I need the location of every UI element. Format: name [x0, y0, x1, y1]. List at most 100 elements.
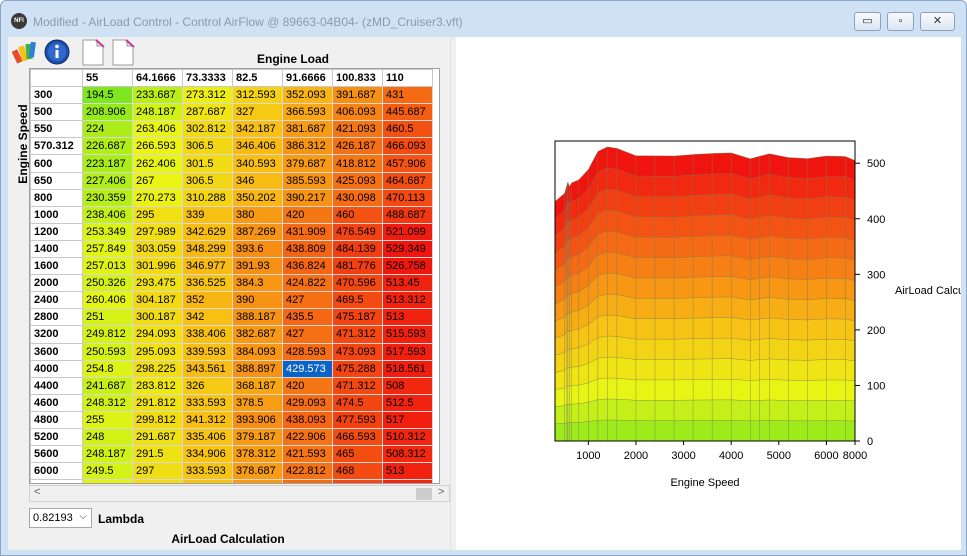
table-cell[interactable]: 306.5: [182, 137, 233, 156]
table-cell[interactable]: 301.996: [132, 257, 183, 276]
table-cell[interactable]: 336.525: [182, 274, 233, 293]
table-cell[interactable]: 249.5: [82, 462, 133, 481]
table-cell[interactable]: 473.093: [332, 342, 383, 361]
table-cell[interactable]: 273.312: [182, 86, 233, 105]
close-button[interactable]: ✕: [920, 12, 955, 31]
table-cell[interactable]: 460: [332, 205, 383, 224]
table-cell[interactable]: 382.687: [232, 325, 283, 344]
table-cell[interactable]: 302.812: [182, 120, 233, 139]
table-cell[interactable]: 472.093: [332, 479, 383, 483]
table-cell[interactable]: 251: [82, 308, 133, 327]
table-cell[interactable]: 513: [382, 308, 433, 327]
page-icon[interactable]: [79, 38, 107, 66]
table-cell[interactable]: 421.593: [282, 445, 333, 464]
table-cell[interactable]: 380: [232, 479, 283, 483]
table-cell[interactable]: 391.687: [332, 86, 383, 105]
table-cell[interactable]: 293.475: [132, 274, 183, 293]
table-cell[interactable]: 327: [232, 103, 283, 122]
table-cell[interactable]: 310.288: [182, 188, 233, 207]
table-cell[interactable]: 333.593: [182, 462, 233, 481]
scroll-left-arrow[interactable]: <: [34, 486, 41, 498]
table-cell[interactable]: 484.139: [332, 239, 383, 259]
table-cell[interactable]: 227.406: [82, 171, 133, 190]
table-cell[interactable]: 526.758: [382, 257, 433, 276]
table-cell[interactable]: 388.897: [232, 359, 283, 378]
table-cell[interactable]: 350.202: [232, 188, 283, 207]
table-cell[interactable]: 248.187: [82, 445, 133, 464]
table-cell[interactable]: 291.687: [132, 427, 183, 447]
table-cell[interactable]: 475.288: [332, 359, 383, 378]
table-cell[interactable]: 326: [182, 376, 233, 395]
table-cell[interactable]: 266.593: [132, 137, 183, 156]
table-cell[interactable]: 297.989: [132, 222, 183, 241]
table-cell[interactable]: 352.093: [282, 86, 333, 105]
table-cell[interactable]: 291.5: [132, 445, 183, 464]
table-cell[interactable]: 348.299: [182, 239, 233, 259]
table-cell[interactable]: 460.5: [382, 120, 433, 139]
table-cell[interactable]: 338.406: [182, 325, 233, 344]
table-cell[interactable]: 335.406: [182, 427, 233, 447]
table-cell[interactable]: 366.593: [282, 103, 333, 122]
table-cell[interactable]: 464.687: [382, 171, 433, 190]
table-cell[interactable]: 346.406: [232, 137, 283, 156]
table-cell[interactable]: 312.593: [232, 86, 283, 105]
table-cell[interactable]: 248.312: [82, 393, 133, 412]
scroll-right-arrow[interactable]: >: [438, 486, 445, 498]
table-cell[interactable]: 465: [332, 445, 383, 464]
table-cell[interactable]: 380: [232, 205, 283, 224]
table-cell[interactable]: 387.269: [232, 222, 283, 241]
table-cell[interactable]: 424.822: [282, 274, 333, 293]
title-bar[interactable]: NFI Modified - AirLoad Control - Control…: [1, 1, 967, 37]
table-cell[interactable]: 426.187: [332, 137, 383, 156]
table-cell[interactable]: 334.906: [182, 445, 233, 464]
table-cell[interactable]: 390.217: [282, 188, 333, 207]
table-cell[interactable]: 287.687: [182, 103, 233, 122]
table-cell[interactable]: 431.909: [282, 222, 333, 241]
table-cell[interactable]: 248: [82, 427, 133, 447]
table-cell[interactable]: 381.687: [282, 120, 333, 139]
table-cell[interactable]: 515.593: [382, 325, 433, 344]
table-cell[interactable]: 343.561: [182, 359, 233, 378]
table-cell[interactable]: 224: [82, 120, 133, 139]
table-cell[interactable]: 466.593: [332, 427, 383, 447]
table-cell[interactable]: 378.687: [232, 462, 283, 481]
table-cell[interactable]: 513: [382, 462, 433, 481]
table-cell[interactable]: 297: [132, 462, 183, 481]
table-cell[interactable]: 386.312: [282, 137, 333, 156]
table-cell[interactable]: 421.093: [332, 120, 383, 139]
table-cell[interactable]: 470.596: [332, 274, 383, 293]
table-cell[interactable]: 295.093: [132, 342, 183, 361]
table-cell[interactable]: 262.406: [132, 154, 183, 173]
restore-button[interactable]: ▫: [887, 12, 914, 31]
table-cell[interactable]: 508.312: [382, 445, 433, 464]
table-cell[interactable]: 488.687: [382, 205, 433, 224]
table-cell[interactable]: 475.187: [332, 308, 383, 327]
table-cell[interactable]: 306.5: [182, 171, 233, 190]
palette-icon[interactable]: [11, 38, 39, 66]
table-cell[interactable]: 393.6: [232, 239, 283, 259]
table-cell[interactable]: 518.561: [382, 359, 433, 378]
table-cell[interactable]: 346.977: [182, 257, 233, 276]
table-cell[interactable]: 257.013: [82, 257, 133, 276]
table-cell[interactable]: 510.312: [382, 427, 433, 447]
table-cell[interactable]: 250.593: [82, 342, 133, 361]
table-cell[interactable]: 298.225: [132, 359, 183, 378]
table-cell[interactable]: 255: [82, 410, 133, 429]
table-cell[interactable]: 263.406: [132, 120, 183, 139]
table-cell[interactable]: 257.849: [82, 239, 133, 259]
table-cell[interactable]: 352: [182, 291, 233, 310]
panel-splitter[interactable]: [450, 37, 456, 550]
table-cell[interactable]: 517: [382, 410, 433, 429]
table-cell[interactable]: 300.187: [132, 308, 183, 327]
table-cell[interactable]: 474.5: [332, 393, 383, 412]
info-icon[interactable]: [43, 38, 71, 66]
table-cell[interactable]: 384.3: [232, 274, 283, 293]
table-cell[interactable]: 223.187: [82, 154, 133, 173]
table-cell[interactable]: 393.906: [232, 410, 283, 429]
table-cell[interactable]: 241.687: [82, 376, 133, 395]
table-cell[interactable]: 470.113: [382, 188, 433, 207]
table-cell[interactable]: 253.349: [82, 222, 133, 241]
table-cell[interactable]: 340.593: [232, 154, 283, 173]
table-cell[interactable]: 445.687: [382, 103, 433, 122]
table-cell[interactable]: 238.406: [82, 205, 133, 224]
